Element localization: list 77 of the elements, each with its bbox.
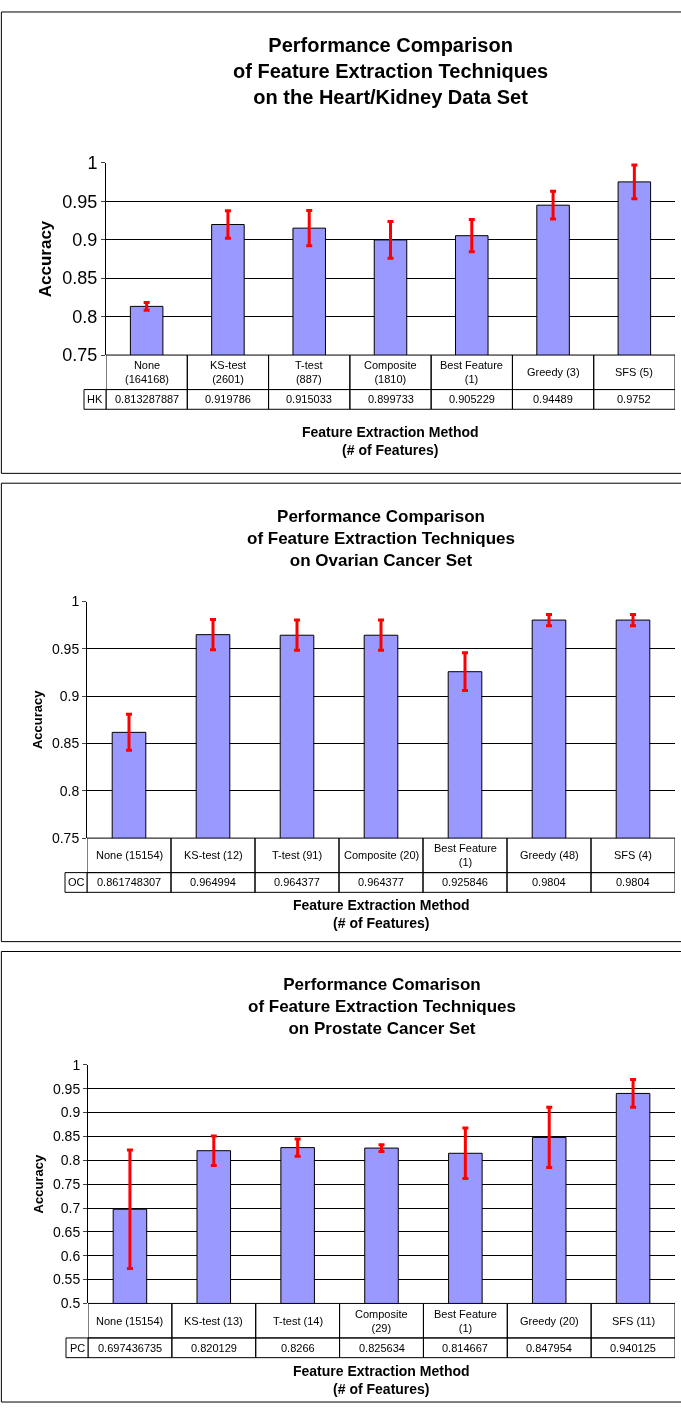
y-tick-label: 0.6 (60, 1247, 81, 1264)
y-tick-label: 0.85 (51, 735, 80, 752)
x-tick-label: Best Feature (1) (434, 1308, 497, 1335)
data-label: 0.940125 (610, 1342, 656, 1354)
y-tick-label: 0.8 (60, 1152, 81, 1169)
x-tick-label: Greedy (20) (520, 1315, 579, 1327)
y-tick-label: 0.8 (72, 306, 98, 327)
x-tick-label: SFS (5) (615, 366, 653, 378)
data-label: 0.820129 (191, 1342, 237, 1354)
data-label: 0.813287887 (115, 393, 180, 405)
x-tick-label: Composite (29) (355, 1308, 408, 1335)
x-tick-label: KS-test (2601) (210, 359, 247, 386)
y-tick-label: 0.75 (62, 345, 98, 366)
data-label: 0.861748307 (97, 876, 162, 888)
data-label: 0.9804 (532, 876, 566, 888)
x-tick-label: Composite (20) (344, 849, 420, 861)
x-tick-label: KS-test (12) (184, 849, 243, 861)
text: OC (68, 876, 85, 888)
x-tick-label: Best Feature (1) (440, 359, 503, 386)
chart-title: Performance Comarison of Feature Extraction Techniques on Prostate Cancer Set (248, 975, 516, 1039)
y-tick-label: 0.85 (52, 1128, 81, 1145)
x-axis-title: Feature Extraction Method (# of Features) (293, 1363, 470, 1398)
data-label: 0.964377 (274, 876, 320, 888)
y-tick-label: 0.65 (52, 1223, 81, 1240)
x-tick-label: None (164168) (125, 359, 170, 386)
y-tick-label: 1 (87, 153, 98, 174)
x-tick-label: Best Feature (1) (434, 842, 497, 869)
data-label: 0.825634 (359, 1342, 405, 1354)
y-tick-label: 0.8 (59, 782, 80, 799)
y-tick-label: 0.9 (59, 688, 80, 705)
x-axis-title: Feature Extraction Method (# of Features) (302, 424, 479, 459)
x-tick-label: SFS (11) (612, 1315, 656, 1327)
y-tick-label: 0.9 (60, 1104, 81, 1121)
chart-title: Performance Comparison of Feature Extraction Techniques on the Heart/Kidney Data Set (233, 34, 549, 108)
y-tick-label: 0.95 (52, 1080, 81, 1097)
x-tick-label: None (15154) (96, 1315, 164, 1327)
x-tick-label: T-test (14) (273, 1315, 324, 1327)
data-label: 0.8266 (281, 1342, 315, 1354)
chart-title: Performance Comparison of Feature Extraction Techniques on Ovarian Cancer Set (247, 507, 515, 571)
x-tick-label: Greedy (3) (527, 366, 580, 378)
data-label: 0.814667 (442, 1342, 488, 1354)
y-tick-label: 0.85 (62, 268, 98, 289)
y-axis-title: Accuracy (29, 689, 45, 750)
y-tick-label: 0.55 (52, 1271, 81, 1288)
data-label: 0.919786 (205, 393, 251, 405)
x-tick-label: KS-test (13) (184, 1315, 243, 1327)
y-axis-title: Accuracy (35, 220, 55, 298)
x-tick-label: Greedy (48) (520, 849, 579, 861)
data-label: 0.964994 (190, 876, 236, 888)
y-tick-label: 0.9 (72, 230, 98, 251)
y-tick-label: 1 (71, 593, 80, 610)
data-label: 0.905229 (449, 393, 495, 405)
x-tick-label: T-test (887) (295, 359, 323, 386)
x-axis-title: Feature Extraction Method (# of Features) (293, 897, 470, 932)
x-tick-label: SFS (4) (614, 849, 652, 861)
text: PC (70, 1342, 86, 1354)
y-tick-label: 0.75 (52, 1176, 81, 1193)
data-label: 0.899733 (368, 393, 414, 405)
data-label: 0.847954 (526, 1342, 572, 1354)
data-label: 0.925846 (442, 876, 488, 888)
y-tick-label: 0.7 (60, 1199, 81, 1216)
x-tick-label: Composite (1810) (364, 359, 417, 386)
x-tick-label: T-test (91) (272, 849, 323, 861)
data-label: 0.964377 (358, 876, 404, 888)
data-label: 0.9752 (617, 393, 651, 405)
x-tick-label: None (15154) (96, 849, 164, 861)
y-tick-label: 0.5 (60, 1295, 81, 1312)
y-tick-label: 0.95 (62, 191, 98, 212)
text: HK (87, 393, 103, 405)
data-label: 0.94489 (533, 393, 573, 405)
y-tick-label: 0.95 (51, 640, 80, 657)
data-label: 0.697436735 (98, 1342, 163, 1354)
data-label: 0.915033 (286, 393, 332, 405)
y-axis-title: Accuracy (30, 1154, 46, 1214)
y-tick-label: 1 (72, 1056, 81, 1073)
data-label: 0.9804 (616, 876, 650, 888)
y-tick-label: 0.75 (51, 830, 80, 847)
